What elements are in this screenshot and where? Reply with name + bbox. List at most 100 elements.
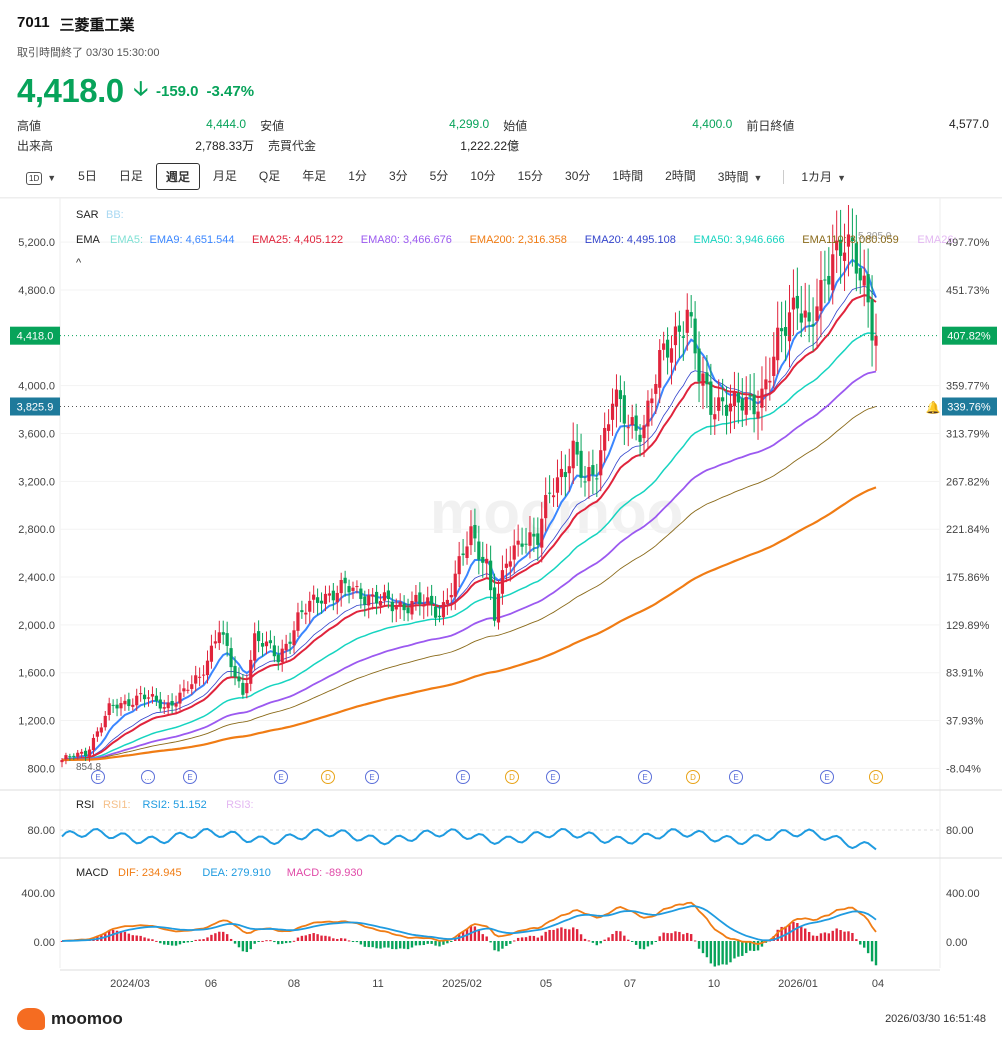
candle-body <box>146 697 151 699</box>
x-tick-label: 11 <box>372 978 383 990</box>
ema9-line <box>61 258 877 761</box>
event-marker <box>820 770 834 784</box>
stats-row-2: 出来高 2,788.33万 売買代金 1,222.22億 <box>17 135 989 155</box>
candle-body <box>803 310 807 318</box>
event-marker <box>183 770 197 784</box>
macd-histogram-bar <box>375 941 378 949</box>
calendar-1d-icon: 1D <box>26 171 43 185</box>
ema-legend-item: EMA9: 4,651.544 <box>150 234 235 246</box>
macd-histogram-bar <box>564 928 567 941</box>
bell-icon: 🔔 <box>926 401 941 415</box>
candle-body <box>626 427 630 429</box>
candle-body <box>473 524 477 539</box>
candle-body <box>115 704 119 709</box>
candle-body <box>457 556 461 575</box>
candle-body <box>154 695 158 701</box>
tab-1[interactable]: 日足 <box>118 169 143 183</box>
y-pct-tick-label: 267.82% <box>946 476 990 488</box>
tab-10[interactable]: 15分 <box>517 169 544 183</box>
tab-9[interactable]: 10分 <box>470 169 496 183</box>
macd-histogram-bar <box>434 941 437 946</box>
interval-dropdown[interactable]: 1D ▼ <box>17 166 65 188</box>
candle-body <box>842 252 847 261</box>
tab-5[interactable]: 年足 <box>302 169 327 183</box>
macd-histogram-bar <box>595 941 599 946</box>
ema25-line <box>61 294 877 761</box>
macd-histogram-bar <box>398 941 402 949</box>
macd-histogram-bar <box>548 929 551 941</box>
macd-histogram-bar <box>355 941 359 943</box>
macd-histogram-bar <box>607 937 610 941</box>
candle-body <box>783 326 788 336</box>
macd-histogram-bar <box>654 941 657 942</box>
macd-histogram-bar <box>371 941 374 948</box>
last-price-tag-label: 4,418.0 <box>17 331 54 343</box>
macd-histogram-bar <box>206 937 209 941</box>
candle-body <box>363 596 367 605</box>
stat-low: 安値 4,299.0 <box>260 116 490 133</box>
candle-body <box>622 395 626 424</box>
tab-12[interactable]: 1時間 <box>612 169 644 183</box>
macd-histogram-bar <box>426 941 429 944</box>
ema-legend-item: EMA200: 2,316.358 <box>470 234 567 246</box>
candle-body <box>776 327 780 361</box>
macd-histogram-bar <box>528 935 532 941</box>
candle-body <box>752 394 756 415</box>
macd-histogram-bar <box>131 935 134 941</box>
candle-body <box>485 558 489 564</box>
tab-8[interactable]: 5分 <box>429 169 449 183</box>
high-marker: 5,305.0 <box>858 231 892 242</box>
tab-6[interactable]: 1分 <box>348 169 367 183</box>
candle-body <box>351 587 355 591</box>
candle-body <box>819 280 823 311</box>
tab-11[interactable]: 30分 <box>565 169 591 183</box>
tab-2[interactable]: 週足 <box>155 163 200 190</box>
candle-body <box>190 684 194 689</box>
candle-body <box>441 602 446 618</box>
tab-13[interactable]: 2時間 <box>665 169 696 183</box>
tab-0[interactable]: 5日 <box>78 169 97 183</box>
stock-title: 7011 三菱重工業 <box>17 14 992 35</box>
macd-histogram-bar <box>430 941 433 944</box>
candle-body <box>449 595 453 598</box>
candle-body <box>681 336 685 338</box>
candle-body <box>835 240 839 251</box>
macd-histogram-bar <box>520 937 524 941</box>
candle-body <box>571 440 575 469</box>
macd-histogram-bar <box>351 941 355 942</box>
macd-histogram-bar <box>701 941 705 954</box>
macd-legend-item: DIF: 234.945 <box>118 867 182 879</box>
x-tick-label: 2024/03 <box>110 978 150 990</box>
macd-histogram-bar <box>473 926 477 941</box>
event-marker <box>274 770 288 784</box>
y-pct-tick-label: 37.93% <box>946 716 984 728</box>
y-pct-tick-label: 175.86% <box>946 572 990 584</box>
cost-price-tag-label: 3,825.9 <box>17 402 54 414</box>
candle-body <box>866 274 870 303</box>
candle-body <box>858 268 862 281</box>
event-marker-label: D <box>690 773 696 782</box>
candle-body <box>587 467 591 482</box>
down-arrow-icon: 🡣 <box>133 78 148 100</box>
macd-histogram-bar <box>115 930 119 941</box>
candle-body <box>182 688 186 692</box>
macd-histogram-bar <box>619 931 622 941</box>
candle-body <box>815 306 819 321</box>
tab-4[interactable]: Q足 <box>258 169 281 183</box>
macd-histogram-bar <box>815 935 819 941</box>
tab-more-intervals[interactable]: 3時間 ▼ <box>717 170 763 184</box>
tab-7[interactable]: 3分 <box>388 169 408 183</box>
macd-histogram-bar <box>170 941 174 946</box>
tab-range[interactable]: 1カ月 ▼ <box>801 170 846 184</box>
macd-histogram-bar <box>178 941 182 945</box>
candle-body <box>811 324 815 327</box>
candle-body <box>689 312 693 317</box>
macd-histogram-bar <box>155 940 158 942</box>
candle-body <box>323 593 328 604</box>
candle-body <box>422 604 426 607</box>
tab-3[interactable]: 月足 <box>212 169 237 183</box>
candle-body <box>233 665 237 677</box>
macd-histogram-bar <box>686 932 689 941</box>
candle-body <box>91 737 96 751</box>
